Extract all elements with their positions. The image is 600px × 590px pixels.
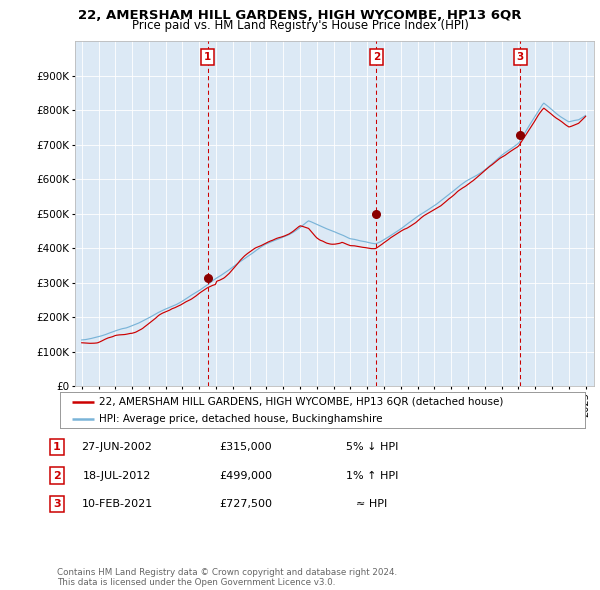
Text: 1: 1: [204, 52, 211, 62]
Text: Price paid vs. HM Land Registry's House Price Index (HPI): Price paid vs. HM Land Registry's House …: [131, 19, 469, 32]
Text: 10-FEB-2021: 10-FEB-2021: [82, 499, 152, 509]
Text: 3: 3: [53, 499, 61, 509]
Text: 2: 2: [373, 52, 380, 62]
Text: 18-JUL-2012: 18-JUL-2012: [83, 471, 151, 480]
Text: 2: 2: [53, 471, 61, 480]
Text: 1: 1: [53, 442, 61, 452]
Text: £499,000: £499,000: [220, 471, 272, 480]
Text: 3: 3: [517, 52, 524, 62]
Text: 22, AMERSHAM HILL GARDENS, HIGH WYCOMBE, HP13 6QR (detached house): 22, AMERSHAM HILL GARDENS, HIGH WYCOMBE,…: [100, 396, 504, 407]
Text: Contains HM Land Registry data © Crown copyright and database right 2024.
This d: Contains HM Land Registry data © Crown c…: [57, 568, 397, 587]
Text: 5% ↓ HPI: 5% ↓ HPI: [346, 442, 398, 452]
Text: 27-JUN-2002: 27-JUN-2002: [82, 442, 152, 452]
Text: £315,000: £315,000: [220, 442, 272, 452]
Text: HPI: Average price, detached house, Buckinghamshire: HPI: Average price, detached house, Buck…: [100, 414, 383, 424]
Text: £727,500: £727,500: [220, 499, 272, 509]
Text: 22, AMERSHAM HILL GARDENS, HIGH WYCOMBE, HP13 6QR: 22, AMERSHAM HILL GARDENS, HIGH WYCOMBE,…: [78, 9, 522, 22]
Text: ≈ HPI: ≈ HPI: [356, 499, 388, 509]
Text: 1% ↑ HPI: 1% ↑ HPI: [346, 471, 398, 480]
